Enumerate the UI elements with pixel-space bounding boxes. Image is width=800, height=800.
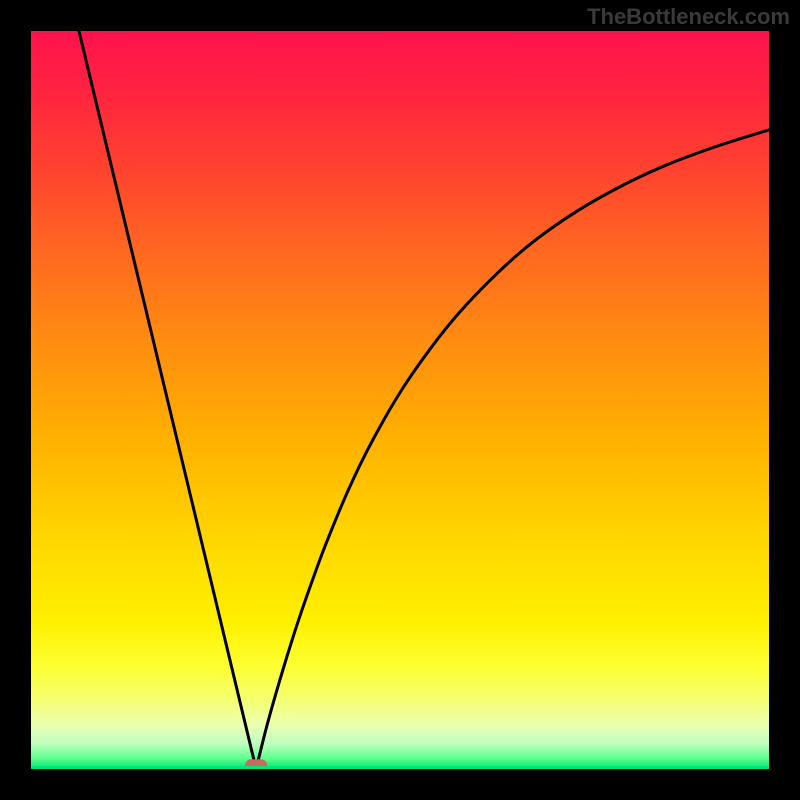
chart-root: TheBottleneck.com (0, 0, 800, 800)
watermark-text: TheBottleneck.com (587, 4, 790, 30)
gradient-background (31, 31, 769, 769)
chart-svg (31, 31, 769, 769)
plot-area (31, 31, 769, 769)
baseline-strip (31, 766, 769, 769)
